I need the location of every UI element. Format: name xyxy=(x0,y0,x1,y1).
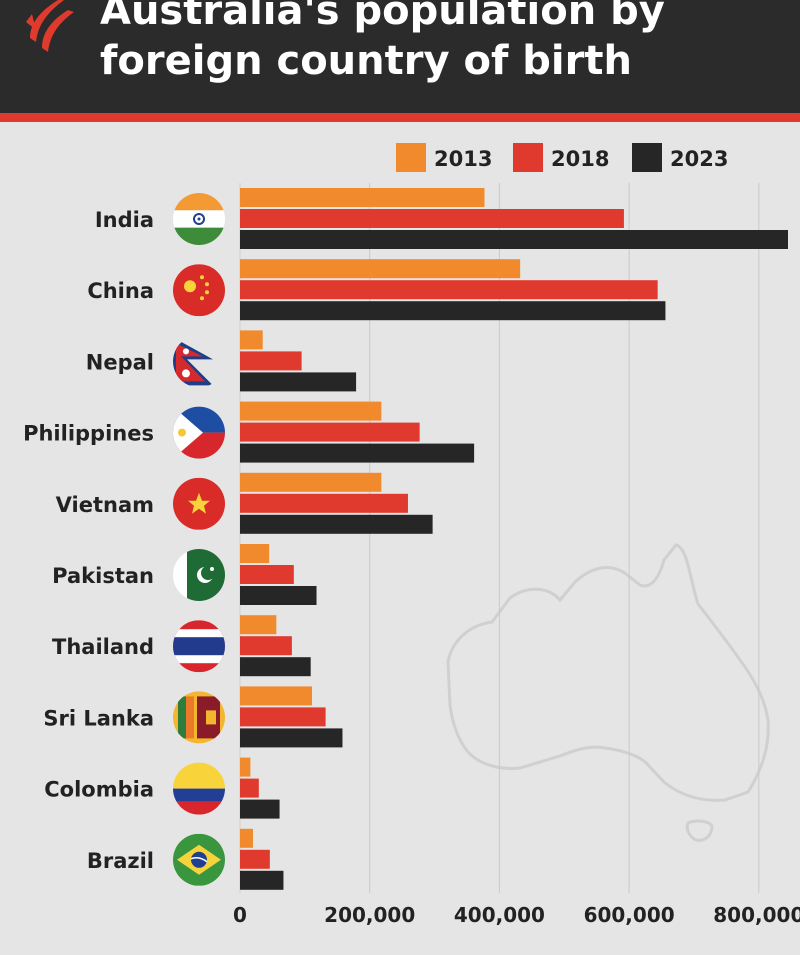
category-label: Colombia xyxy=(44,778,154,802)
legend-label: 2018 xyxy=(551,147,609,171)
bar xyxy=(240,422,420,442)
chart-title-line-1: Australia's population by xyxy=(100,0,665,34)
thailand-flag-icon xyxy=(173,620,225,673)
bar xyxy=(240,636,292,656)
legend-label: 2013 xyxy=(434,147,492,171)
category-label: Vietnam xyxy=(56,493,154,517)
vietnam-flag-icon xyxy=(173,477,225,530)
bar xyxy=(240,493,408,513)
bar xyxy=(240,707,326,727)
category-label: India xyxy=(95,208,154,232)
bar xyxy=(240,586,317,605)
bar xyxy=(240,330,263,350)
colombia-flag-icon xyxy=(173,762,225,815)
bar xyxy=(240,301,666,321)
bar xyxy=(240,615,277,635)
bar xyxy=(240,188,485,207)
category-label: Nepal xyxy=(86,350,154,374)
bar xyxy=(240,565,294,584)
bar xyxy=(240,472,382,492)
sbs-logo-icon xyxy=(26,0,74,52)
legend-label: 2023 xyxy=(670,147,728,171)
bar xyxy=(240,657,311,677)
category-label: China xyxy=(87,279,154,303)
bar xyxy=(240,351,302,371)
brazil-flag-icon xyxy=(173,833,225,886)
bar xyxy=(240,778,259,798)
category-label: Sri Lanka xyxy=(43,706,154,730)
pakistan-flag-icon xyxy=(173,549,225,601)
australia-map-outline xyxy=(446,543,770,802)
bar xyxy=(240,870,284,890)
bar xyxy=(240,259,521,279)
category-label: Philippines xyxy=(23,422,154,446)
philippines-flag-icon xyxy=(173,406,225,459)
bar xyxy=(240,757,251,777)
x-tick-label: 200,000 xyxy=(324,903,415,927)
category-label: Brazil xyxy=(87,849,154,873)
x-tick-label: 400,000 xyxy=(454,903,545,927)
bar xyxy=(240,280,658,300)
header-bar: Australia's population by foreign countr… xyxy=(0,0,800,113)
bar xyxy=(240,230,788,249)
india-flag-icon xyxy=(173,193,225,245)
x-tick-label: 600,000 xyxy=(584,903,675,927)
x-tick-label: 800,000 xyxy=(713,903,800,927)
legend-swatch xyxy=(632,143,662,172)
sri-lanka-flag-icon xyxy=(173,691,225,744)
china-flag-icon xyxy=(173,264,225,317)
bar xyxy=(240,209,624,228)
bar xyxy=(240,443,475,463)
bar xyxy=(240,514,433,534)
legend-swatch xyxy=(513,143,543,172)
bar xyxy=(240,728,343,748)
bar xyxy=(240,828,253,848)
bar xyxy=(240,686,312,706)
legend-swatch xyxy=(396,143,426,172)
header-accent-stripe xyxy=(0,113,800,122)
bar xyxy=(240,401,382,421)
bar xyxy=(240,849,270,869)
bar xyxy=(240,799,280,819)
bar xyxy=(240,544,270,563)
category-label: Pakistan xyxy=(52,564,154,588)
category-label: Thailand xyxy=(52,635,154,659)
bar xyxy=(240,372,357,392)
chart-title-line-2: foreign country of birth xyxy=(100,38,632,84)
nepal-flag-icon xyxy=(173,335,225,388)
tasmania-outline xyxy=(685,819,714,842)
x-tick-label: 0 xyxy=(233,903,247,927)
